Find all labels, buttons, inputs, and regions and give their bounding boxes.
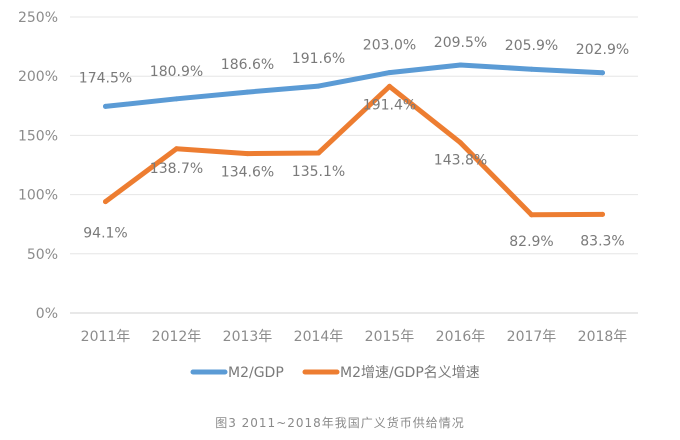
y-tick-label: 50% [27, 247, 58, 263]
legend-label: M2增速/GDP名义增速 [340, 365, 480, 381]
data-point [174, 146, 179, 152]
figure-caption: 图3 2011~2018年我国广义货币供给情况 [215, 416, 465, 430]
line-chart: 0%50%100%150%200%250% 2011年 2012年 2013年 201… [18, 10, 638, 381]
data-point [458, 140, 463, 146]
data-label: 202.9% [576, 42, 629, 58]
x-tick-label: 2015年 [365, 329, 415, 345]
data-labels: 174.5% 180.9% 186.6% 191.6% 203.0% 209.5% 205.… [79, 35, 629, 250]
data-point [103, 103, 108, 109]
data-label: 180.9% [150, 64, 203, 80]
y-tick-label: 200% [18, 69, 58, 85]
legend: M2/GDP M2增速/GDP名义增速 [190, 365, 480, 381]
y-axis: 0% 50% 100% 150% 200% 250% [18, 10, 58, 322]
data-point [458, 62, 463, 68]
y-tick-label: 150% [18, 128, 58, 144]
data-label: 191.4% [363, 97, 416, 113]
data-point [600, 70, 605, 76]
y-tick-label: 250% [18, 10, 58, 26]
data-point [316, 83, 321, 89]
data-label: 82.9% [509, 234, 553, 250]
x-tick-label: 2014年 [294, 329, 344, 345]
data-label: 94.1% [83, 226, 127, 242]
data-label: 143.8% [434, 153, 487, 169]
x-tick-label: 2018年 [578, 329, 628, 345]
data-point [529, 66, 534, 72]
data-label: 203.0% [363, 38, 416, 54]
series-line-1 [103, 62, 605, 109]
y-tick-label: 100% [18, 188, 58, 204]
data-point [245, 89, 250, 95]
data-label: 191.6% [292, 51, 345, 67]
gridlines [70, 16, 638, 314]
x-tick-label: 2016年 [436, 329, 486, 345]
x-tick-label: 2012年 [152, 329, 202, 345]
data-point [103, 199, 108, 205]
data-label: 135.1% [292, 164, 345, 180]
data-point [387, 83, 392, 89]
x-tick-label: 2017年 [507, 329, 557, 345]
data-point [316, 150, 321, 156]
series-lines [103, 62, 605, 218]
x-tick-label: 2011年 [81, 329, 131, 345]
data-label: 209.5% [434, 35, 487, 51]
data-point [174, 96, 179, 102]
data-point [529, 212, 534, 218]
data-point [387, 70, 392, 76]
data-label: 134.6% [221, 165, 274, 181]
legend-label: M2/GDP [228, 365, 284, 381]
data-point [600, 211, 605, 217]
x-axis: 2011年 2012年 2013年 2014年 2015年 2016年 2017年 2018年 [81, 329, 628, 345]
data-label: 138.7% [150, 161, 203, 177]
data-label: 205.9% [505, 38, 558, 54]
y-tick-label: 0% [36, 306, 58, 322]
data-point [245, 151, 250, 157]
x-tick-label: 2013年 [223, 329, 273, 345]
data-label: 186.6% [221, 57, 274, 73]
data-label: 174.5% [79, 70, 132, 86]
series-line-2 [103, 83, 605, 218]
data-label: 83.3% [580, 233, 624, 249]
